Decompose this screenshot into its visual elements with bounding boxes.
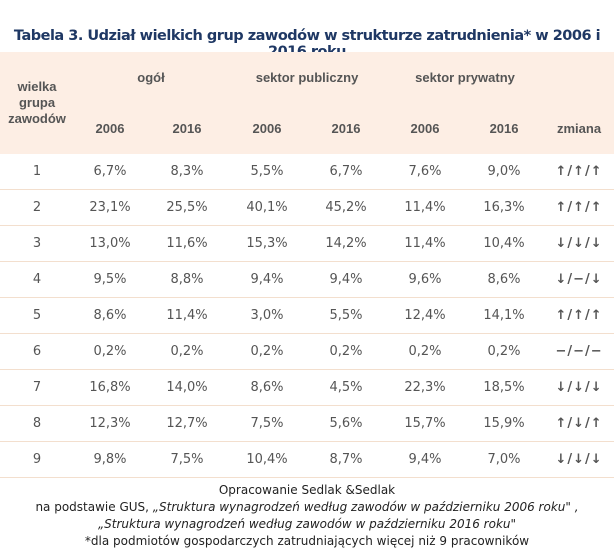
- share-cell: 0,2%: [306, 333, 387, 370]
- header-year: 2006: [74, 102, 146, 154]
- share-cell: 11,4%: [146, 297, 228, 334]
- share-cell: 9,8%: [74, 441, 146, 478]
- group-number: 5: [0, 297, 74, 334]
- share-cell: 45,2%: [306, 189, 387, 226]
- table-row: 5 8,6% 11,4% 3,0% 5,5% 12,4% 14,1% ↑/↑/↑: [0, 297, 614, 334]
- share-cell: 8,7%: [306, 441, 387, 478]
- group-number: 1: [0, 154, 74, 190]
- change-indicator: ↑/↑/↑: [544, 297, 614, 334]
- header-private-sector: sektor prywatny: [386, 52, 545, 102]
- share-cell: 9,6%: [386, 261, 465, 298]
- share-cell: 9,4%: [386, 441, 465, 478]
- table-row: 1 6,7% 8,3% 5,5% 6,7% 7,6% 9,0% ↑/↑/↑: [0, 154, 614, 190]
- share-cell: 0,2%: [464, 333, 545, 370]
- share-cell: 7,6%: [386, 154, 465, 190]
- table-row: 8 12,3% 12,7% 7,5% 5,6% 15,7% 15,9% ↑/↓/↑: [0, 405, 614, 442]
- share-cell: 0,2%: [74, 333, 146, 370]
- table-footer: Opracowanie Sedlak &Sedlak na podstawie …: [0, 482, 614, 550]
- share-cell: 22,3%: [386, 369, 465, 406]
- header-year: 2006: [228, 102, 306, 154]
- share-cell: 5,5%: [306, 297, 387, 334]
- share-cell: 9,4%: [228, 261, 306, 298]
- group-number: 6: [0, 333, 74, 370]
- share-cell: 5,6%: [306, 405, 387, 442]
- change-indicator: ↑/↓/↑: [544, 405, 614, 442]
- share-cell: 8,3%: [146, 154, 228, 190]
- share-cell: 15,7%: [386, 405, 465, 442]
- header-year: 2006: [386, 102, 465, 154]
- header-ogol: ogół: [74, 52, 228, 102]
- share-cell: 40,1%: [228, 189, 306, 226]
- employment-structure-table: wielka grupa zawodów ogół sektor publiczny…: [0, 52, 614, 478]
- share-cell: 15,9%: [464, 405, 545, 442]
- change-indicator: ↓/−/↓: [544, 261, 614, 298]
- share-cell: 25,5%: [146, 189, 228, 226]
- group-number: 2: [0, 189, 74, 226]
- table-row: 7 16,8% 14,0% 8,6% 4,5% 22,3% 18,5% ↓/↓/↓: [0, 369, 614, 406]
- share-cell: 7,5%: [228, 405, 306, 442]
- table-row: 3 13,0% 11,6% 15,3% 14,2% 11,4% 10,4% ↓/↓/↓: [0, 225, 614, 262]
- share-cell: 5,5%: [228, 154, 306, 190]
- group-number: 7: [0, 369, 74, 406]
- share-cell: 10,4%: [228, 441, 306, 478]
- share-cell: 14,1%: [464, 297, 545, 334]
- group-number: 3: [0, 225, 74, 262]
- source-author: Opracowanie Sedlak &Sedlak: [218, 483, 396, 497]
- share-cell: 3,0%: [228, 297, 306, 334]
- share-cell: 6,7%: [306, 154, 387, 190]
- share-cell: 15,3%: [228, 225, 306, 262]
- share-cell: 8,8%: [146, 261, 228, 298]
- share-cell: 12,7%: [146, 405, 228, 442]
- share-cell: 9,5%: [74, 261, 146, 298]
- change-indicator: ↓/↓/↓: [544, 225, 614, 262]
- share-cell: 0,2%: [386, 333, 465, 370]
- change-indicator: ↓/↓/↓: [544, 441, 614, 478]
- group-number: 4: [0, 261, 74, 298]
- change-indicator: ↑/↑/↑: [544, 154, 614, 190]
- share-cell: 11,6%: [146, 225, 228, 262]
- header-year: 2016: [306, 102, 387, 154]
- share-cell: 6,7%: [74, 154, 146, 190]
- header-year: 2016: [146, 102, 228, 154]
- footnote: *dla podmiotów gospodarczych zatrudniają…: [84, 534, 530, 548]
- share-cell: 12,3%: [74, 405, 146, 442]
- header-group: wielka grupa zawodów: [0, 52, 74, 154]
- share-cell: 7,0%: [464, 441, 545, 478]
- header-year: 2016: [464, 102, 545, 154]
- share-cell: 13,0%: [74, 225, 146, 262]
- share-cell: 9,0%: [464, 154, 545, 190]
- change-indicator: ↑/↑/↑: [544, 189, 614, 226]
- share-cell: 11,4%: [386, 189, 465, 226]
- share-cell: 9,4%: [306, 261, 387, 298]
- share-cell: 14,2%: [306, 225, 387, 262]
- group-number: 9: [0, 441, 74, 478]
- table-row: 6 0,2% 0,2% 0,2% 0,2% 0,2% 0,2% −/−/−: [0, 333, 614, 370]
- share-cell: 0,2%: [228, 333, 306, 370]
- share-cell: 8,6%: [464, 261, 545, 298]
- share-cell: 16,3%: [464, 189, 545, 226]
- share-cell: 16,8%: [74, 369, 146, 406]
- share-cell: 4,5%: [306, 369, 387, 406]
- share-cell: 18,5%: [464, 369, 545, 406]
- change-indicator: −/−/−: [544, 333, 614, 370]
- share-cell: 7,5%: [146, 441, 228, 478]
- header-public-sector: sektor publiczny: [228, 52, 387, 102]
- share-cell: 14,0%: [146, 369, 228, 406]
- change-indicator: ↓/↓/↓: [544, 369, 614, 406]
- group-number: 8: [0, 405, 74, 442]
- share-cell: 0,2%: [146, 333, 228, 370]
- share-cell: 8,6%: [228, 369, 306, 406]
- table-row: 4 9,5% 8,8% 9,4% 9,4% 9,6% 8,6% ↓/−/↓: [0, 261, 614, 298]
- share-cell: 11,4%: [386, 225, 465, 262]
- table-row: 9 9,8% 7,5% 10,4% 8,7% 9,4% 7,0% ↓/↓/↓: [0, 441, 614, 478]
- source-line: na podstawie GUS, „Struktura wynagrodzeń…: [35, 500, 579, 514]
- share-cell: 8,6%: [74, 297, 146, 334]
- header-zmiana: zmiana: [544, 102, 614, 154]
- source-line: „Struktura wynagrodzeń według zawodów w …: [97, 517, 517, 531]
- table-row: 2 23,1% 25,5% 40,1% 45,2% 11,4% 16,3% ↑/↑/↑: [0, 189, 614, 226]
- share-cell: 23,1%: [74, 189, 146, 226]
- share-cell: 10,4%: [464, 225, 545, 262]
- share-cell: 12,4%: [386, 297, 465, 334]
